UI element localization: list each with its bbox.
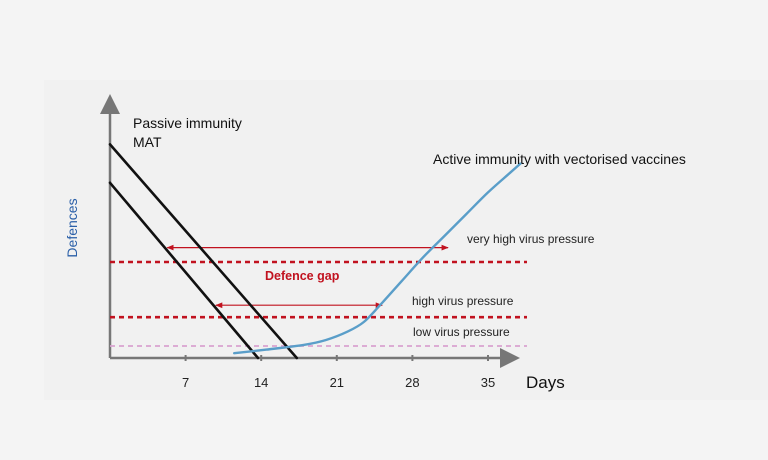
active-immunity-title: Active immunity with vectorised vaccines xyxy=(433,151,686,167)
passive-immunity-subtitle: MAT xyxy=(133,134,162,150)
x-tick-label: 21 xyxy=(330,375,344,390)
threshold-label-very-high: very high virus pressure xyxy=(467,232,595,246)
x-tick-label: 35 xyxy=(481,375,495,390)
y-axis-label: Defences xyxy=(64,198,80,257)
x-tick-label: 28 xyxy=(405,375,419,390)
passive-immunity-upper-line xyxy=(108,143,299,360)
x-axis-label: Days xyxy=(526,373,565,392)
series-lines xyxy=(108,143,522,360)
defence-gap-arrows xyxy=(166,244,449,309)
x-axis-ticks: 7 14 21 28 35 xyxy=(182,355,495,390)
x-tick-label: 7 xyxy=(182,375,189,390)
threshold-label-low: low virus pressure xyxy=(413,325,510,339)
passive-immunity-title: Passive immunity xyxy=(133,115,242,131)
x-tick-label: 14 xyxy=(254,375,268,390)
defence-gap-label: Defence gap xyxy=(265,269,340,283)
passive-immunity-lower-line xyxy=(108,181,260,360)
threshold-label-high: high virus pressure xyxy=(412,294,514,308)
active-immunity-curve xyxy=(233,162,522,355)
threshold-lines xyxy=(110,260,527,347)
